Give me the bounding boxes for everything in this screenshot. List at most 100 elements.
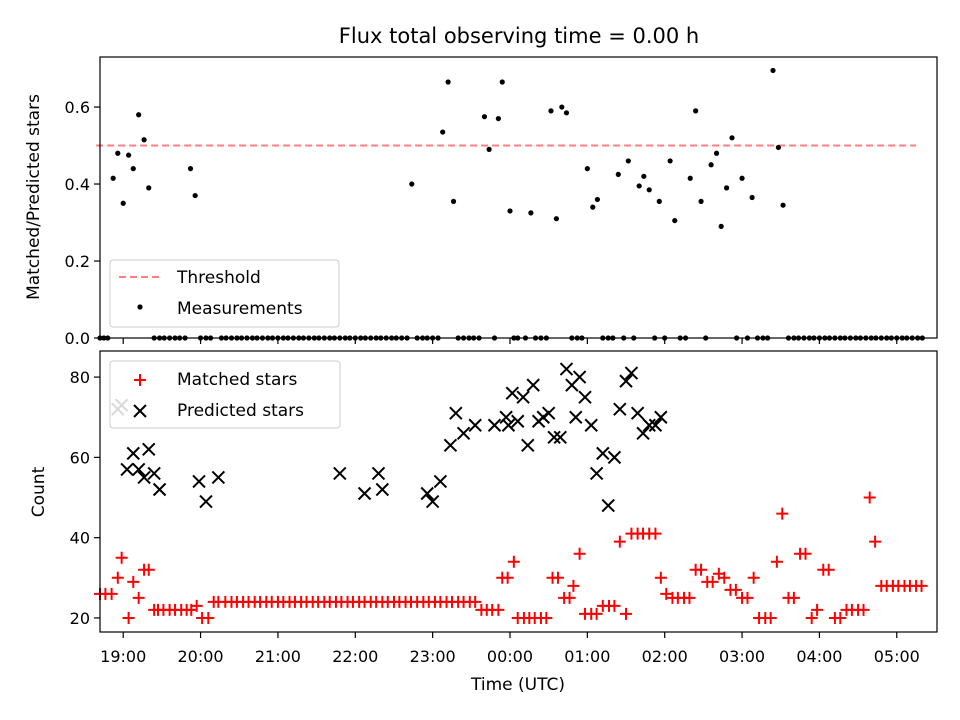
predicted-legend-label: Predicted stars: [177, 401, 304, 421]
x-tick-label: 04:00: [796, 647, 842, 666]
predicted-star-point: [511, 414, 525, 428]
predicted-star-point: [569, 410, 583, 424]
y-tick-label: 20: [70, 609, 90, 628]
matched-star-point: [805, 611, 818, 624]
count-panel: 20 40 60 80 19:00 20:00 21:00 22:00 23:00 00:00 0…: [29, 350, 938, 695]
ratio-legend-box: [109, 259, 340, 328]
measurement-point: [667, 158, 673, 164]
count-panel-frame: [99, 350, 938, 633]
predicted-star-point: [487, 418, 502, 432]
matched-star-point: [540, 611, 553, 624]
predicted-star-point: [137, 470, 151, 485]
y-tick-label: 0.6: [65, 98, 90, 117]
measurement-point: [409, 181, 415, 187]
matched-star-point: [608, 599, 621, 612]
predicted-star-point: [521, 438, 535, 453]
matched-star-point: [590, 607, 603, 620]
predicted-star-point: [420, 486, 434, 501]
x-tick-label: 01:00: [564, 647, 610, 666]
matched-star-point: [857, 603, 870, 616]
measurement-point: [718, 223, 724, 229]
measurement-point: [507, 208, 513, 214]
measurement-point: [495, 115, 501, 122]
measurement-point: [187, 166, 194, 172]
measurement-point: [641, 173, 647, 179]
predicted-star-point: [120, 462, 134, 477]
ratio-y-axis-label: Matched/Predicted stars: [24, 94, 44, 300]
measurement-point: [775, 144, 782, 151]
matched-star-point: [563, 591, 576, 604]
measurement-point: [693, 108, 699, 114]
measurement-point: [528, 210, 534, 216]
x-tick-label: 21:00: [255, 647, 301, 666]
predicted-star-point: [578, 390, 592, 404]
predicted-star-point: [613, 402, 627, 416]
predicted-star-point: [654, 410, 668, 424]
measurement-point: [708, 162, 714, 168]
measurement-point: [646, 187, 652, 193]
predicted-star-point: [642, 418, 656, 432]
matched-star-point: [822, 563, 835, 576]
predicted-star-point: [131, 462, 146, 477]
x-tick-label: 23:00: [410, 647, 456, 666]
x-tick-label: 05:00: [874, 647, 920, 666]
predicted-star-point: [596, 446, 610, 461]
predicted-star-point: [526, 378, 540, 392]
matched-legend-swatch: [134, 374, 146, 386]
predicted-star-point: [541, 406, 556, 420]
matched-star-point: [573, 547, 586, 560]
measurement-point: [141, 137, 147, 143]
matched-star-point: [811, 603, 824, 616]
x-tick-label: 02:00: [642, 647, 688, 666]
predicted-star-point: [142, 442, 156, 457]
ratio-y-axis: 0.0 0.2 0.4 0.6: [65, 98, 100, 348]
measurement-point: [146, 185, 152, 191]
matched-star-point: [654, 571, 667, 584]
measurement-point: [770, 67, 776, 74]
matched-legend-label: Matched stars: [177, 370, 297, 390]
matched-star-point: [142, 563, 155, 576]
measurement-point: [594, 196, 601, 203]
y-tick-label: 0.4: [65, 175, 90, 194]
measurement-point: [126, 152, 132, 158]
matched-star-point: [787, 591, 800, 604]
x-tick-label: 00:00: [487, 647, 533, 666]
predicted-star-point: [199, 494, 213, 509]
predicted-legend-swatch: [133, 404, 147, 418]
measurement-point: [486, 146, 492, 152]
predicted-star-point: [456, 426, 471, 441]
measurements-legend-label: Measurements: [177, 299, 303, 319]
measurement-point: [136, 112, 142, 118]
matched-star-point: [718, 571, 731, 584]
predicted-star-point: [499, 410, 513, 424]
measurement-point: [553, 216, 560, 222]
predicted-star-point: [425, 494, 440, 509]
matched-star-point: [111, 571, 124, 584]
measurement-point: [450, 198, 457, 204]
measurement-point: [615, 171, 621, 178]
predicted-star-point: [152, 482, 167, 497]
chart-title: Flux total observing time = 0.00 h: [339, 24, 699, 48]
matched-star-point: [613, 535, 626, 548]
predicted-star-point: [553, 430, 567, 445]
matched-star-point: [105, 587, 118, 600]
predicted-star-point: [333, 466, 347, 481]
predicted-star-point: [505, 386, 520, 400]
measurement-point: [729, 135, 735, 141]
predicted-star-point: [126, 446, 140, 461]
measurement-point: [698, 198, 704, 204]
predicted-star-point: [192, 474, 206, 489]
predicted-star-point: [589, 466, 604, 481]
matched-star-point: [741, 591, 754, 604]
predicted-star-point: [619, 374, 633, 388]
ratio-panel-frame: [99, 56, 938, 339]
matched-star-point: [770, 555, 783, 568]
predicted-star-point: [584, 418, 598, 432]
measurement-point: [481, 114, 488, 120]
ratio-legend: Threshold Measurements: [109, 259, 340, 328]
threshold-legend-label: Threshold: [176, 268, 261, 288]
y-tick-label: 0.2: [65, 252, 90, 271]
measurement-point: [115, 150, 121, 156]
measurement-point: [780, 202, 786, 208]
